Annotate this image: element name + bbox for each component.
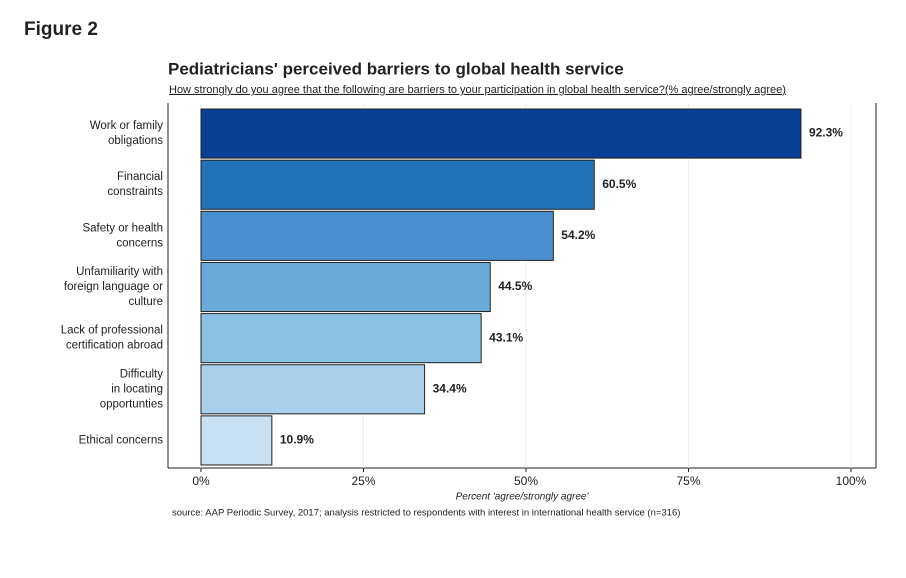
bar xyxy=(200,313,482,364)
bar xyxy=(200,261,491,313)
x-tick-label: 50% xyxy=(514,474,538,488)
x-tick-label: 25% xyxy=(351,474,375,488)
value-label: 43.1% xyxy=(489,330,523,344)
chart-title: Pediatricians' perceived barriers to glo… xyxy=(168,59,624,78)
y-tick-label: Financial constraints xyxy=(107,171,163,198)
bar xyxy=(200,108,802,159)
x-tick-label: 100% xyxy=(836,474,867,488)
figure-label: Figure 2 xyxy=(24,19,98,40)
source-note: source: AAP Periodic Survey, 2017; analy… xyxy=(172,508,680,519)
bar xyxy=(200,210,554,261)
x-axis-label: Percent 'agree/strongly agree' xyxy=(456,492,590,503)
x-tick-label: 75% xyxy=(676,474,700,488)
y-tick-label: Safety or health concerns xyxy=(82,222,163,249)
value-label: 34.4% xyxy=(433,381,467,395)
bar xyxy=(200,364,426,415)
value-label: 44.5% xyxy=(498,279,532,293)
y-tick-label: Lack of professional certification abroad xyxy=(61,325,163,352)
value-label: 54.2% xyxy=(561,228,595,242)
y-tick-label: Ethical concerns xyxy=(79,434,164,446)
value-label: 10.9% xyxy=(280,433,314,447)
value-label: 92.3% xyxy=(809,126,843,140)
bar xyxy=(200,159,595,210)
value-label: 60.5% xyxy=(602,177,636,191)
y-tick-label: Unfamiliarity with foreign language or cul… xyxy=(64,266,163,308)
y-tick-label: Difficulty in locating opportunties xyxy=(100,368,164,410)
bar xyxy=(200,415,273,466)
chart-subtitle: How strongly do you agree that the follo… xyxy=(169,84,786,96)
y-tick-label: Work or family obligations xyxy=(90,120,164,147)
x-tick-label: 0% xyxy=(192,474,210,488)
